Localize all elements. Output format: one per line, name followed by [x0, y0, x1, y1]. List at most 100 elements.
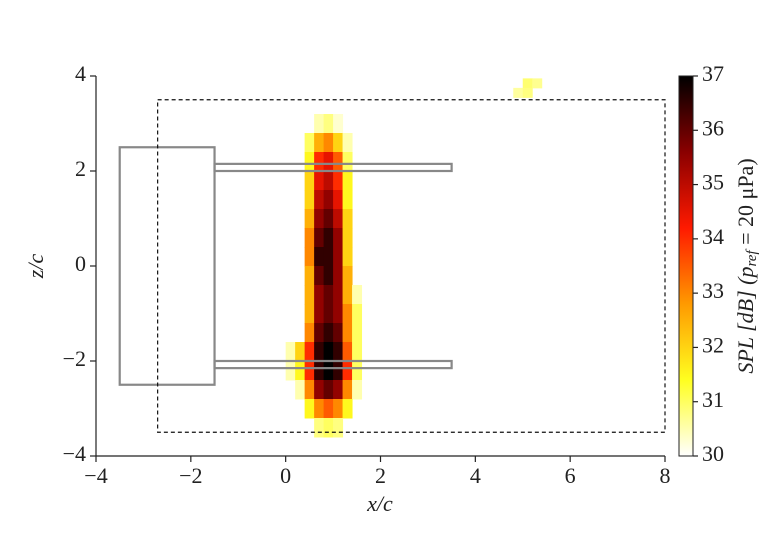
heat-cell [323, 190, 334, 210]
heat-cell [323, 266, 334, 286]
colorbar-tick-label: 34 [702, 224, 724, 249]
heat-cell [323, 285, 334, 305]
colorbar [678, 75, 694, 457]
x-tick-label: 0 [280, 463, 291, 488]
heat-cell [314, 399, 325, 419]
colorbar-tick-label: 31 [702, 387, 724, 412]
heat-cell [295, 380, 306, 400]
heat-cell [314, 380, 325, 400]
heat-cell [342, 171, 353, 191]
geometry-outline [213, 359, 453, 370]
heat-cell [522, 78, 533, 89]
y-tick-label: −2 [63, 346, 86, 371]
heat-cell [323, 247, 334, 267]
heat-cell [304, 209, 315, 229]
x-tick-label: 4 [470, 463, 481, 488]
heat-cell [314, 285, 325, 305]
x-tick-label: 2 [375, 463, 386, 488]
heat-cell [333, 190, 344, 210]
heat-cell [352, 342, 363, 362]
heat-cell [522, 87, 533, 98]
colorbar-tick-label: 37 [702, 61, 724, 86]
heat-cell [342, 342, 353, 362]
heat-cell [333, 171, 344, 191]
heat-cell [342, 209, 353, 229]
heat-cell [333, 152, 344, 172]
heat-cell [285, 361, 296, 381]
heat-cell [323, 133, 334, 153]
heat-cell [314, 323, 325, 343]
x-tick-label: −2 [179, 463, 202, 488]
heat-cell [532, 78, 543, 89]
heat-cell [304, 190, 315, 210]
heat-cell [333, 418, 344, 438]
heat-cell [285, 342, 296, 362]
heat-cell [352, 304, 363, 324]
heat-cell [342, 266, 353, 286]
geometry-outline [213, 162, 453, 173]
heat-cell [304, 285, 315, 305]
y-tick-label: 2 [75, 156, 86, 181]
heat-cell [304, 133, 315, 153]
heat-cell [513, 87, 524, 98]
heat-cell [295, 361, 306, 381]
y-tick-label: 4 [75, 61, 86, 86]
heat-cell [333, 114, 344, 134]
heat-cell [323, 323, 334, 343]
heat-cell [314, 342, 325, 362]
heat-cell [352, 380, 363, 400]
geometry-outline [118, 146, 216, 386]
heat-cell [333, 399, 344, 419]
heat-cell [352, 361, 363, 381]
colorbar-label-sub: ref [744, 249, 760, 267]
heat-cell [333, 361, 344, 381]
heat-cell [314, 171, 325, 191]
heat-cell [314, 247, 325, 267]
heat-cell [342, 304, 353, 324]
heat-cell [342, 228, 353, 248]
heatmap [285, 78, 543, 438]
x-tick-label: −4 [84, 463, 107, 488]
y-tick-label: −4 [63, 441, 86, 466]
colorbar-tick-label: 30 [702, 441, 724, 466]
colorbar-tick-label: 36 [702, 115, 724, 140]
heat-cell [314, 418, 325, 438]
heat-cell [333, 266, 344, 286]
heat-cell [342, 323, 353, 343]
heat-cell [314, 266, 325, 286]
heat-cell [304, 228, 315, 248]
heat-cell [323, 152, 334, 172]
x-tick-label: 6 [565, 463, 576, 488]
heat-cell [333, 304, 344, 324]
heat-cell [314, 133, 325, 153]
colorbar-label-main: SPL [dB] (p [733, 266, 758, 373]
x-axis-label: x/c [366, 491, 393, 516]
heat-cell [304, 342, 315, 362]
x-tick-label: 8 [660, 463, 671, 488]
heat-cell [323, 114, 334, 134]
heat-cell [323, 361, 334, 381]
axes: −4 −2 0 2 4 6 8 −4 −2 0 2 4 30 31 32 33 34 35 36 37 [63, 61, 724, 488]
heat-cell [342, 247, 353, 267]
heat-cell [333, 228, 344, 248]
colorbar-tick-label: 35 [702, 170, 724, 195]
heat-cell [314, 114, 325, 134]
heat-cell [314, 304, 325, 324]
heat-cell [342, 190, 353, 210]
colorbar-tick-label: 32 [702, 332, 724, 357]
colorbar-tick-label: 33 [702, 278, 724, 303]
heat-cell [333, 133, 344, 153]
heat-cell [323, 304, 334, 324]
heat-cell [323, 342, 334, 362]
heat-cell [304, 247, 315, 267]
colorbar-label-tail: = 20 μPa) [733, 158, 758, 250]
heat-cell [333, 380, 344, 400]
heat-cell [314, 152, 325, 172]
heat-cell [304, 380, 315, 400]
heat-cell [352, 323, 363, 343]
heat-cell [342, 133, 353, 153]
heat-cell [314, 190, 325, 210]
heat-cell [323, 209, 334, 229]
heat-cell [333, 247, 344, 267]
